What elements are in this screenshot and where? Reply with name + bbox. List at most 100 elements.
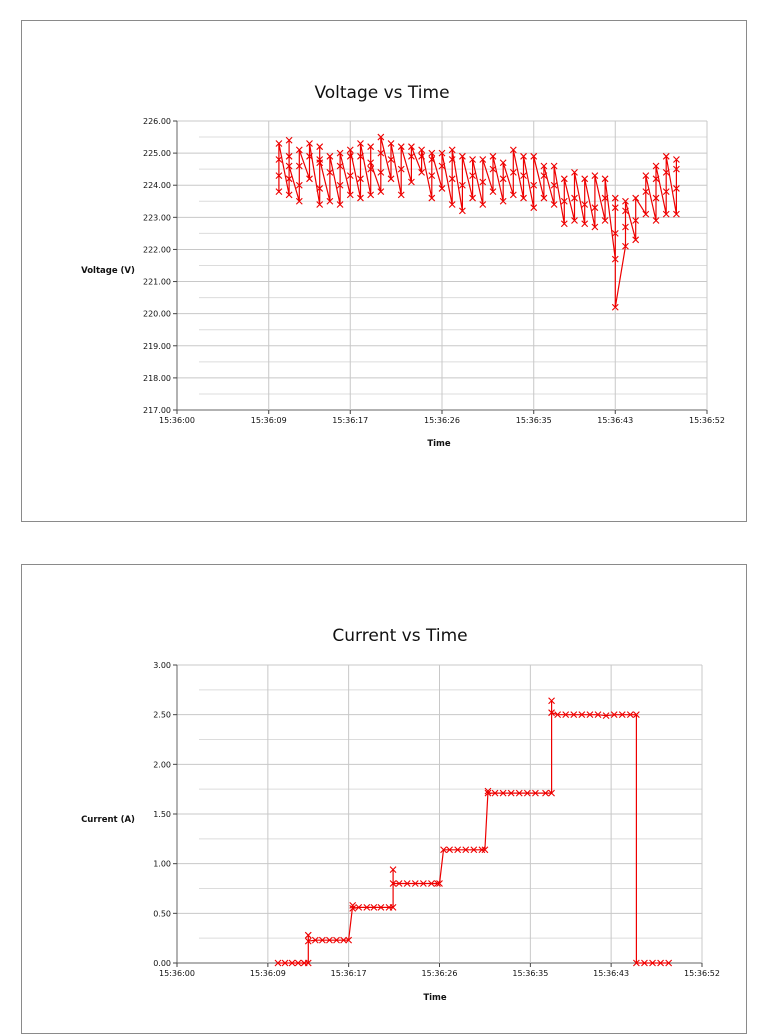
data-point-marker xyxy=(673,185,680,192)
data-point-marker xyxy=(311,936,319,944)
data-point-marker xyxy=(318,936,326,944)
data-point-marker xyxy=(484,787,492,795)
data-point-marker xyxy=(652,217,660,224)
data-point-marker xyxy=(357,194,364,202)
data-point-marker xyxy=(662,168,670,176)
data-point-marker xyxy=(304,937,312,945)
data-point-marker xyxy=(632,236,640,244)
current-chart-panel: Current vs Time Current (A) Time 0.00 0.5… xyxy=(21,564,747,1034)
data-point-marker xyxy=(275,172,283,179)
data-point-marker xyxy=(438,162,446,170)
y-tick-label: 2.00 xyxy=(153,760,171,769)
data-point-marker xyxy=(418,168,426,176)
y-tick-label: 219.00 xyxy=(143,342,171,351)
data-point-marker xyxy=(530,181,538,189)
data-point-marker xyxy=(448,201,456,208)
data-point-marker xyxy=(520,152,527,160)
data-point-marker xyxy=(507,789,515,797)
data-point-marker xyxy=(489,152,497,160)
data-point-marker xyxy=(499,159,507,167)
data-point-marker xyxy=(581,220,589,228)
data-point-marker xyxy=(520,172,527,179)
x-tick-label: 15:36:52 xyxy=(689,416,725,425)
x-tick-label: 15:36:00 xyxy=(159,969,195,978)
data-point-marker xyxy=(336,149,344,157)
data-point-marker xyxy=(540,162,548,170)
data-point-marker xyxy=(673,210,680,218)
data-point-marker xyxy=(367,143,375,151)
y-tick-label: 224.00 xyxy=(143,181,171,190)
y-tick-label: 226.00 xyxy=(143,117,171,126)
y-tick-label: 217.00 xyxy=(143,406,171,415)
data-point-marker xyxy=(418,152,426,160)
data-point-marker xyxy=(571,194,578,202)
data-point-marker xyxy=(345,936,353,944)
y-tick-label: 3.00 xyxy=(153,661,171,670)
data-point-marker xyxy=(428,149,436,157)
data-point-marker xyxy=(428,172,436,179)
data-point-marker xyxy=(626,711,634,719)
data-point-marker xyxy=(662,210,670,218)
voltage-chart-panel: Voltage vs Time Voltage (V) Time 217.00 2… xyxy=(21,20,747,522)
y-axis-label: Current (A) xyxy=(81,815,135,825)
data-point-marker xyxy=(316,143,324,151)
data-point-marker xyxy=(489,165,497,173)
data-point-marker xyxy=(434,880,441,887)
data-point-marker xyxy=(481,846,489,854)
data-point-marker xyxy=(367,159,375,167)
data-point-marker xyxy=(285,162,293,170)
data-point-marker xyxy=(326,168,334,176)
data-point-marker xyxy=(346,146,354,154)
data-point-marker xyxy=(367,165,375,173)
data-point-marker xyxy=(355,903,363,911)
data-point-marker xyxy=(622,207,629,215)
data-point-marker xyxy=(542,789,549,797)
data-point-marker xyxy=(591,204,599,212)
data-point-marker xyxy=(611,255,619,263)
x-tick-label: 15:36:17 xyxy=(331,969,367,978)
data-point-marker xyxy=(285,175,293,183)
data-point-marker xyxy=(610,711,618,719)
y-tick-label: 222.00 xyxy=(143,245,171,254)
data-point-marker xyxy=(673,165,680,173)
data-point-marker xyxy=(346,172,354,179)
data-point-marker xyxy=(499,175,507,183)
data-point-marker xyxy=(586,711,594,719)
voltage-chart: Voltage vs Time Voltage (V) Time 217.00 2… xyxy=(81,83,725,449)
data-point-marker xyxy=(428,156,436,163)
data-point-marker xyxy=(275,156,283,163)
data-point-marker xyxy=(387,175,395,183)
x-tick-label: 15:36:26 xyxy=(424,416,460,425)
data-point-marker xyxy=(489,188,497,196)
data-point-marker xyxy=(448,175,456,183)
data-point-marker xyxy=(673,156,680,163)
data-point-marker xyxy=(377,903,385,911)
y-tick-label: 221.00 xyxy=(143,278,171,287)
data-point-marker xyxy=(469,194,476,202)
data-point-marker xyxy=(397,143,405,151)
data-point-marker xyxy=(403,880,411,887)
data-point-marker xyxy=(389,866,397,874)
data-point-marker xyxy=(484,789,492,797)
data-point-marker xyxy=(571,217,578,224)
x-tick-label: 15:36:43 xyxy=(597,416,633,425)
data-point-marker xyxy=(554,711,562,719)
data-point-marker xyxy=(440,846,447,854)
data-point-marker xyxy=(611,194,619,202)
data-point-marker xyxy=(540,194,548,202)
data-point-marker xyxy=(571,168,578,176)
data-point-marker xyxy=(304,931,312,939)
data-point-marker xyxy=(333,936,340,944)
data-point-marker xyxy=(665,959,673,967)
data-point-marker xyxy=(295,162,303,170)
x-tick-label: 15:36:43 xyxy=(593,969,629,978)
x-tick-label: 15:36:35 xyxy=(516,416,552,425)
data-point-marker xyxy=(367,191,375,199)
data-point-marker xyxy=(419,880,427,887)
data-point-marker xyxy=(448,146,456,154)
data-point-marker xyxy=(611,303,619,311)
data-point-marker xyxy=(458,152,466,160)
data-point-marker xyxy=(346,152,354,160)
data-point-marker xyxy=(581,201,589,208)
x-axis-label: Time xyxy=(423,993,447,1003)
